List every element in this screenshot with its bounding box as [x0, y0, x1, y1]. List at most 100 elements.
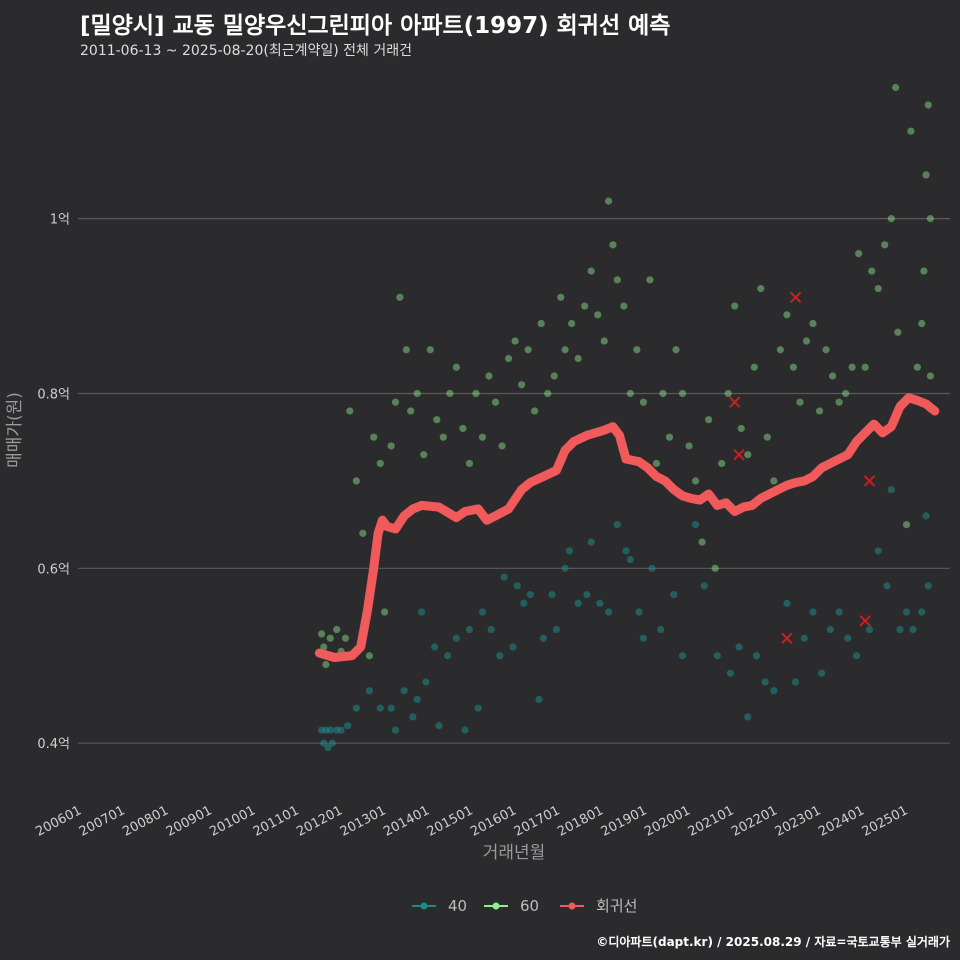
x-tick-label: 201901 — [599, 803, 650, 840]
data-point-60 — [550, 372, 558, 380]
legend: 40 60 회귀선 — [412, 897, 637, 915]
data-point-60 — [861, 363, 869, 371]
data-point-60 — [652, 459, 661, 468]
data-point-60 — [420, 451, 428, 459]
data-point-40 — [474, 704, 482, 712]
legend-key-dot — [568, 902, 576, 910]
data-point-60 — [518, 381, 526, 389]
data-point-60 — [446, 389, 454, 398]
data-point-60 — [326, 634, 334, 642]
data-point-60 — [809, 319, 817, 328]
data-point-60 — [685, 442, 693, 450]
data-point-40 — [826, 625, 834, 634]
x-tick-label: 201101 — [251, 803, 302, 840]
data-point-40 — [461, 726, 469, 734]
data-point-40 — [918, 608, 926, 616]
data-point-60 — [659, 389, 667, 398]
x-tick-label: 202201 — [729, 803, 780, 840]
data-point-60 — [341, 634, 350, 642]
data-point-40 — [452, 634, 460, 642]
data-point-60 — [737, 424, 745, 433]
data-point-40 — [465, 625, 474, 634]
data-point-40 — [387, 704, 395, 712]
data-point-60 — [426, 346, 434, 354]
data-point-60 — [346, 407, 354, 415]
data-point-60 — [757, 284, 765, 293]
x-tick-label: 201201 — [294, 803, 345, 840]
regression-path — [314, 393, 940, 662]
series-40-points — [317, 486, 932, 752]
data-point-40 — [622, 547, 630, 555]
data-point-60 — [881, 241, 889, 249]
data-point-40 — [887, 486, 895, 494]
data-point-40 — [513, 582, 521, 590]
data-point-60 — [731, 302, 739, 310]
data-point-40 — [526, 590, 534, 599]
data-point-40 — [604, 608, 613, 616]
data-point-40 — [635, 608, 643, 616]
data-point-60 — [646, 276, 654, 284]
data-point-40 — [417, 608, 426, 616]
data-point-60 — [594, 311, 602, 319]
x-tick-label: 202101 — [686, 803, 737, 840]
data-point-60 — [478, 433, 487, 441]
data-point-40 — [909, 625, 917, 634]
data-point-40 — [391, 726, 400, 734]
data-point-40 — [326, 726, 334, 734]
x-tick-label: 202501 — [860, 803, 911, 840]
outlier-marker — [789, 291, 802, 304]
x-tick-label: 202401 — [816, 803, 867, 840]
outlier-markers — [729, 291, 876, 644]
data-point-40 — [922, 512, 930, 520]
data-point-60 — [433, 416, 441, 424]
data-point-60 — [359, 529, 367, 537]
data-point-40 — [337, 726, 345, 734]
data-point-40 — [320, 739, 328, 747]
data-point-60 — [587, 267, 595, 275]
data-point-60 — [802, 337, 811, 345]
data-point-40 — [376, 704, 384, 712]
data-point-40 — [520, 599, 528, 607]
data-point-60 — [407, 407, 415, 415]
data-point-40 — [670, 590, 678, 599]
data-point-60 — [544, 389, 552, 398]
data-point-60 — [835, 398, 843, 406]
legend-label: 60 — [520, 897, 539, 915]
data-point-60 — [907, 127, 915, 135]
data-point-40 — [835, 608, 843, 616]
data-point-40 — [328, 739, 337, 747]
x-tick-label: 200701 — [77, 803, 128, 840]
data-point-40 — [548, 590, 556, 599]
data-point-40 — [444, 652, 452, 660]
x-tick-label: 201701 — [512, 803, 563, 840]
data-point-60 — [557, 293, 565, 301]
data-point-40 — [726, 669, 734, 677]
data-point-60 — [848, 363, 856, 371]
data-point-60 — [524, 346, 532, 354]
regression-line — [314, 393, 940, 662]
data-point-40 — [596, 599, 604, 607]
data-point-40 — [735, 643, 743, 651]
data-point-60 — [796, 398, 804, 406]
outlier-marker — [781, 632, 793, 644]
data-point-60 — [413, 389, 421, 398]
data-point-60 — [922, 171, 930, 179]
data-point-60 — [376, 459, 384, 468]
data-point-60 — [691, 477, 700, 485]
data-point-60 — [639, 398, 647, 406]
data-point-40 — [844, 634, 852, 642]
data-point-40 — [478, 608, 487, 616]
grid-lines — [78, 218, 950, 744]
data-point-60 — [902, 521, 911, 529]
data-point-40 — [574, 599, 582, 607]
data-point-60 — [320, 643, 328, 651]
data-point-40 — [352, 704, 360, 712]
data-point-60 — [333, 625, 341, 634]
data-point-40 — [792, 678, 800, 686]
data-point-60 — [783, 311, 791, 319]
data-point-60 — [459, 424, 467, 433]
data-point-40 — [422, 678, 430, 686]
data-point-60 — [568, 319, 576, 328]
data-point-60 — [828, 372, 837, 380]
data-point-40 — [678, 652, 687, 660]
